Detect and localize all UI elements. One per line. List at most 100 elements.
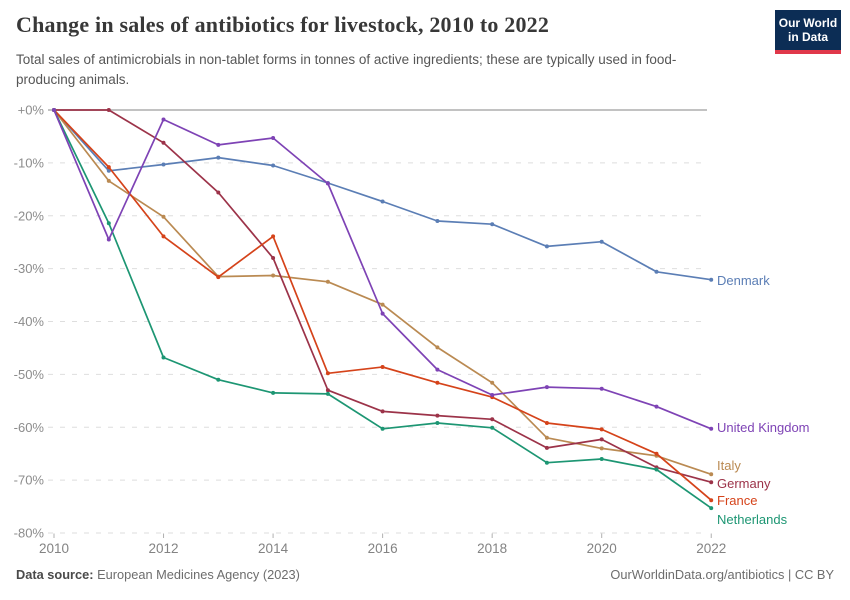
data-point-denmark-2017[interactable] [435, 219, 440, 223]
data-point-italy-2022[interactable] [709, 472, 714, 477]
data-source-note: Data source: European Medicines Agency (… [16, 567, 300, 582]
data-point-germany-2012[interactable] [161, 140, 166, 145]
series-line-netherlands[interactable] [53, 109, 712, 509]
data-point-france-2019[interactable] [544, 421, 549, 425]
data-point-netherlands-2015[interactable] [325, 391, 330, 396]
data-point-italy-2015[interactable] [325, 279, 330, 284]
data-point-france-2012[interactable] [161, 234, 166, 239]
data-point-italy-2018[interactable] [490, 380, 495, 385]
data-point-netherlands-2014[interactable] [271, 390, 276, 395]
data-point-denmark-2012[interactable] [161, 162, 166, 167]
data-point-united-kingdom-2020[interactable] [599, 386, 604, 391]
data-point-italy-2020[interactable] [599, 446, 604, 451]
data-point-netherlands-2013[interactable] [216, 377, 221, 382]
data-point-united-kingdom-2017[interactable] [435, 367, 440, 372]
data-point-denmark-2014[interactable] [271, 163, 276, 168]
data-point-germany-2017[interactable] [435, 413, 440, 418]
owid-logo-line1: Our World [778, 16, 838, 30]
x-axis-tick-label-2022: 2022 [696, 541, 726, 556]
series-label-italy[interactable]: Italy [717, 458, 741, 473]
data-point-denmark-2011[interactable] [106, 168, 111, 173]
data-point-denmark-2022[interactable] [709, 277, 714, 282]
data-point-france-2016[interactable] [380, 365, 385, 369]
data-point-italy-2016[interactable] [380, 302, 385, 307]
data-point-denmark-2018[interactable] [490, 222, 495, 227]
chart-footer: Data source: European Medicines Agency (… [16, 567, 834, 582]
data-point-denmark-2021[interactable] [654, 269, 659, 274]
data-point-united-kingdom-2010[interactable] [52, 108, 56, 112]
data-point-netherlands-2018[interactable] [490, 425, 495, 430]
data-point-netherlands-2020[interactable] [599, 457, 604, 461]
data-point-united-kingdom-2022[interactable] [709, 426, 714, 431]
data-point-france-2014[interactable] [271, 234, 276, 239]
x-axis-tick-label-2012: 2012 [149, 541, 179, 556]
y-axis-tick-label--10: -10% [14, 155, 45, 170]
data-point-denmark-2016[interactable] [380, 199, 385, 204]
data-source-label: Data source: [16, 567, 94, 582]
y-axis-tick-label--50: -50% [14, 367, 45, 382]
data-point-united-kingdom-2021[interactable] [654, 404, 659, 409]
data-point-france-2020[interactable] [599, 427, 604, 432]
x-axis-tick-label-2018: 2018 [477, 541, 507, 556]
y-axis-tick-label--60: -60% [14, 420, 45, 435]
data-point-italy-2014[interactable] [271, 273, 276, 278]
x-axis-tick-label-2010: 2010 [39, 541, 69, 556]
data-point-united-kingdom-2013[interactable] [216, 142, 221, 147]
data-point-germany-2020[interactable] [599, 437, 604, 442]
data-point-united-kingdom-2016[interactable] [380, 311, 385, 316]
data-point-united-kingdom-2014[interactable] [271, 136, 276, 140]
data-point-france-2015[interactable] [325, 371, 330, 376]
data-point-united-kingdom-2018[interactable] [490, 393, 495, 397]
data-point-germany-2022[interactable] [709, 480, 714, 485]
data-point-germany-2018[interactable] [490, 417, 495, 422]
owid-logo[interactable]: Our World in Data [775, 10, 841, 54]
data-point-italy-2019[interactable] [544, 435, 549, 440]
series-label-germany[interactable]: Germany [717, 476, 771, 491]
data-point-denmark-2013[interactable] [216, 155, 221, 160]
data-point-italy-2017[interactable] [435, 345, 440, 350]
data-point-france-2021[interactable] [654, 451, 659, 456]
data-point-italy-2012[interactable] [161, 214, 166, 219]
data-point-united-kingdom-2015[interactable] [325, 181, 330, 186]
series-line-united-kingdom[interactable] [53, 109, 712, 430]
credit-link[interactable]: OurWorldinData.org/antibiotics | CC BY [610, 567, 834, 582]
series-label-denmark[interactable]: Denmark [717, 273, 770, 288]
x-axis-tick-label-2014: 2014 [258, 541, 289, 556]
series-label-france[interactable]: France [717, 493, 757, 508]
data-point-united-kingdom-2011[interactable] [106, 237, 111, 242]
data-point-france-2011[interactable] [106, 165, 111, 170]
y-axis-tick-label--80: -80% [14, 526, 45, 541]
data-point-netherlands-2019[interactable] [544, 460, 549, 465]
y-axis-tick-label-0: +0% [18, 103, 45, 118]
y-axis-tick-label--70: -70% [14, 473, 45, 488]
data-point-france-2022[interactable] [709, 498, 714, 503]
series-label-netherlands[interactable]: Netherlands [717, 512, 788, 527]
data-point-italy-2011[interactable] [106, 178, 111, 183]
data-point-netherlands-2022[interactable] [709, 506, 714, 511]
data-point-netherlands-2011[interactable] [106, 221, 111, 226]
series-line-italy[interactable] [53, 109, 712, 476]
data-point-netherlands-2016[interactable] [380, 426, 385, 431]
data-point-united-kingdom-2019[interactable] [544, 385, 549, 390]
data-point-germany-2016[interactable] [380, 409, 385, 414]
chart-subtitle: Total sales of antimicrobials in non-tab… [16, 52, 677, 88]
data-point-germany-2019[interactable] [544, 445, 549, 450]
data-point-germany-2014[interactable] [271, 256, 276, 260]
y-axis-tick-label--20: -20% [14, 208, 45, 223]
data-point-germany-2011[interactable] [106, 108, 111, 112]
data-point-netherlands-2021[interactable] [654, 467, 659, 472]
data-point-united-kingdom-2012[interactable] [161, 117, 166, 122]
data-point-netherlands-2017[interactable] [435, 421, 440, 425]
data-point-germany-2013[interactable] [216, 190, 221, 195]
x-axis-tick-label-2016: 2016 [368, 541, 398, 556]
data-point-germany-2015[interactable] [325, 388, 330, 393]
data-point-netherlands-2012[interactable] [161, 355, 166, 360]
data-point-france-2017[interactable] [435, 380, 440, 385]
data-point-france-2013[interactable] [216, 275, 221, 280]
series-label-united-kingdom[interactable]: United Kingdom [717, 420, 810, 435]
owid-logo-line2: in Data [787, 30, 828, 44]
data-point-denmark-2020[interactable] [599, 239, 604, 244]
data-point-denmark-2019[interactable] [544, 244, 549, 249]
